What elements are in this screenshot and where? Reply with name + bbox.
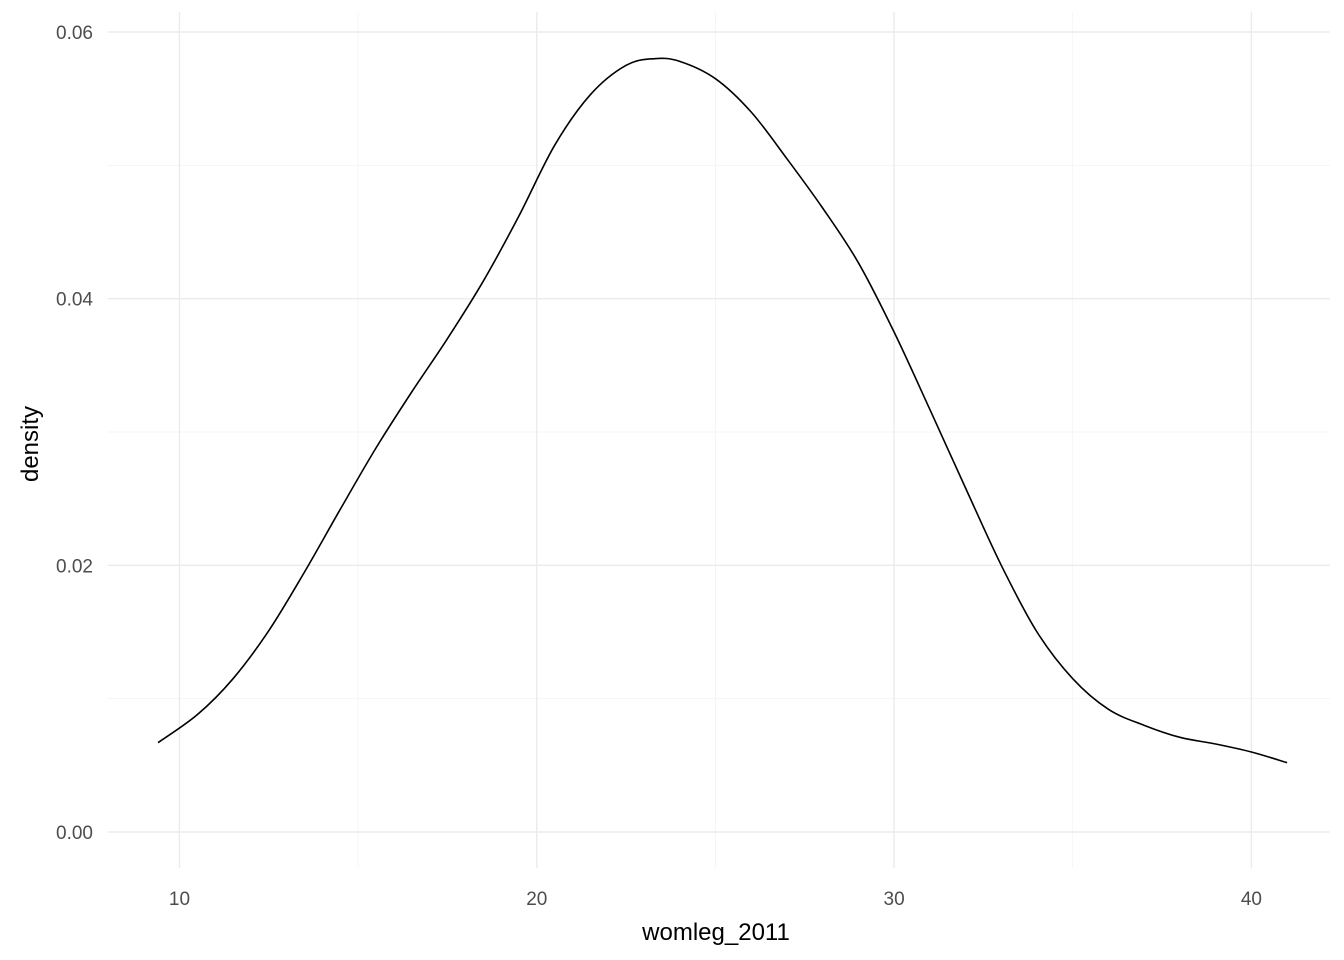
x-tick-label: 30: [884, 889, 905, 910]
x-axis-title: womleg_2011: [641, 919, 790, 946]
minor-gridlines: [108, 12, 1330, 868]
y-axis-title: density: [17, 406, 44, 482]
x-axis-ticks: 10 20 30 40: [169, 889, 1262, 910]
y-tick-label: 0.04: [56, 290, 93, 311]
major-gridlines: [108, 12, 1330, 868]
x-tick-label: 40: [1241, 889, 1262, 910]
density-curve: [157, 57, 1288, 764]
y-tick-label: 0.02: [56, 556, 93, 577]
y-tick-label: 0.06: [56, 23, 93, 44]
x-tick-label: 20: [526, 889, 547, 910]
y-tick-label: 0.00: [56, 823, 93, 844]
density-series: [157, 57, 1288, 764]
y-axis-ticks: 0.00 0.02 0.04 0.06: [56, 23, 93, 844]
x-tick-label: 10: [169, 889, 190, 910]
